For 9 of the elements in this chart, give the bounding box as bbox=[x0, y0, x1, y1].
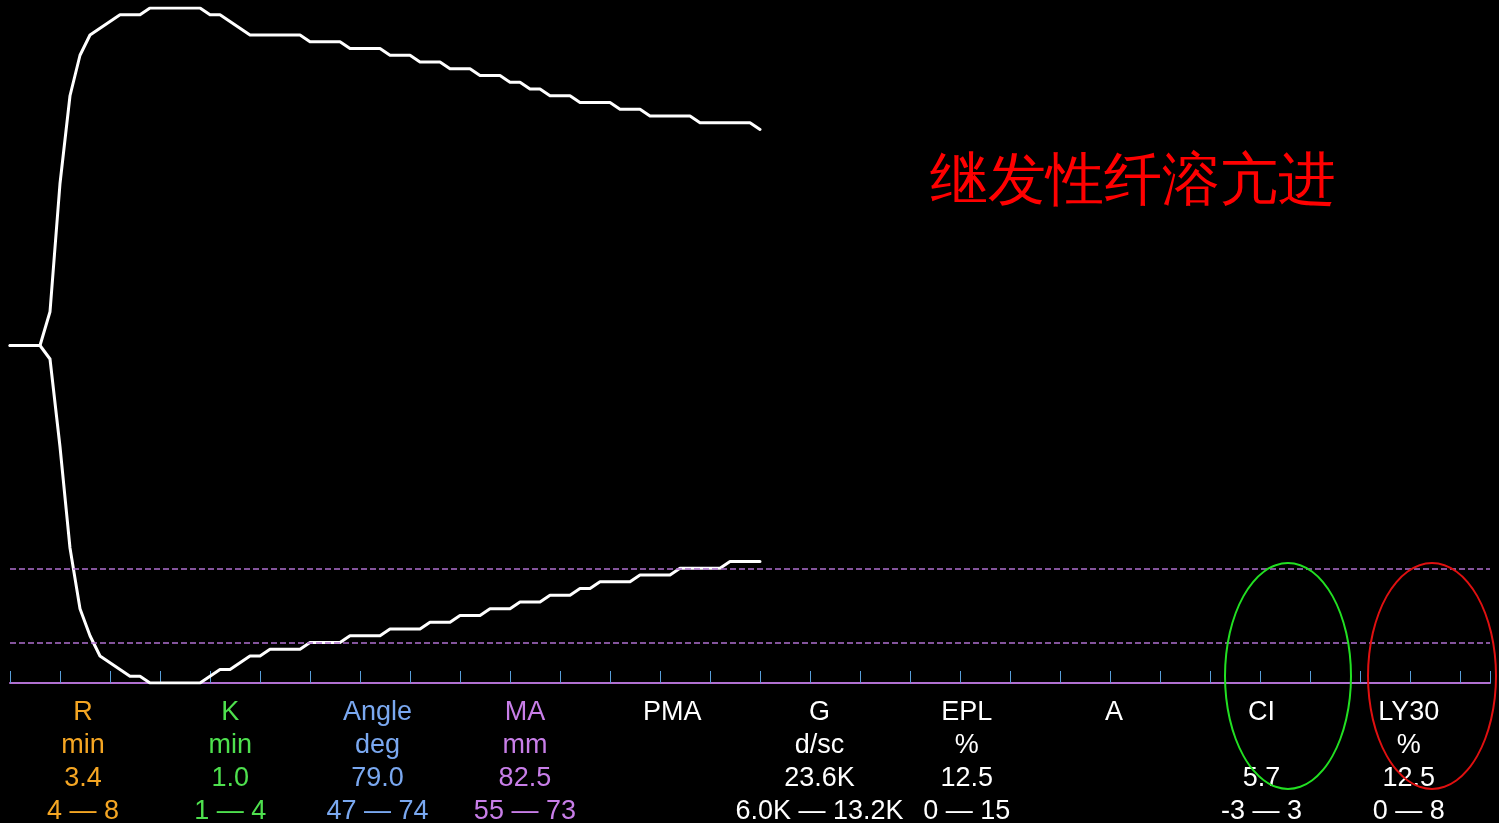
text: K min 1.0 1 — 4 bbox=[194, 695, 267, 823]
text: G d/sc 23.6K 6.0K — 13.2K bbox=[735, 695, 904, 823]
text: Angle deg 79.0 47 — 74 bbox=[326, 695, 429, 823]
text: A bbox=[1105, 695, 1124, 726]
text: PMA bbox=[642, 695, 702, 726]
text: R min 3.4 4 — 8 bbox=[46, 695, 120, 823]
text: 继发性纤溶亢进 bbox=[930, 145, 1336, 213]
text: MA mm 82.5 55 — 73 bbox=[473, 695, 576, 823]
text: EPL % 12.5 0 — 15 bbox=[923, 695, 1011, 823]
